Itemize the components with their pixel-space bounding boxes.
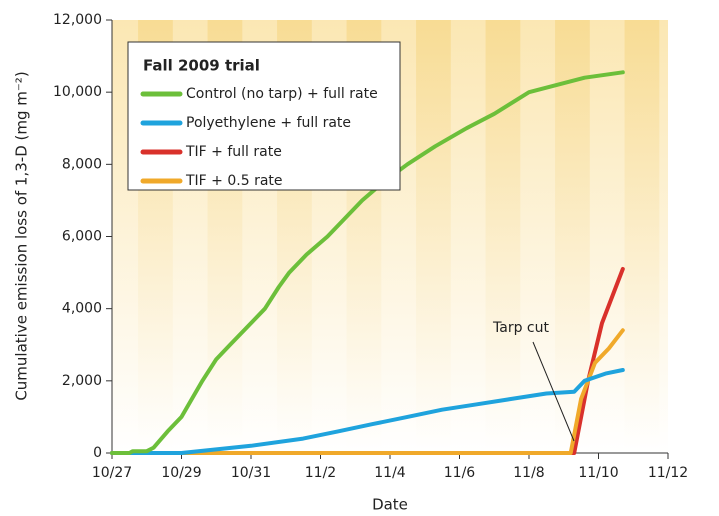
- legend-label: Control (no tarp) + full rate: [186, 86, 378, 102]
- annotation-arrow: [532, 341, 575, 442]
- x-tick-label: 11/4: [374, 465, 406, 481]
- x-axis-label: Date: [372, 496, 408, 514]
- x-tick-label: 11/6: [444, 465, 476, 481]
- x-tick-label: 10/31: [231, 465, 271, 481]
- x-tick-label: 10/29: [161, 465, 201, 481]
- y-axis-label: Cumulative emission loss of 1,3-D (mg m⁻…: [13, 71, 31, 400]
- y-tick-label: 4,000: [62, 301, 102, 317]
- legend-label: TIF + 0.5 rate: [185, 173, 283, 189]
- y-tick-label: 8,000: [62, 156, 102, 172]
- y-tick-label: 2,000: [62, 373, 102, 389]
- legend-label: TIF + full rate: [185, 144, 282, 160]
- series-line: [110, 70, 625, 455]
- x-tick-label: 11/10: [578, 465, 618, 481]
- night-band: [416, 20, 451, 453]
- y-tick-label: 10,000: [53, 84, 102, 100]
- legend-label: Polyethylene + full rate: [186, 115, 351, 131]
- y-tick-label: 6,000: [62, 229, 102, 245]
- legend-box: [127, 41, 401, 191]
- x-tick-label: 11/2: [305, 465, 336, 481]
- night-band: [624, 20, 660, 453]
- x-tick-label: 11/12: [648, 465, 688, 481]
- series-line: [110, 368, 625, 455]
- legend-title: Fall 2009 trial: [143, 57, 260, 75]
- y-tick-label: 12,000: [53, 12, 102, 28]
- x-tick-label: 11/8: [513, 465, 544, 481]
- annotation: Tarp cut: [492, 320, 549, 336]
- night-band: [485, 20, 521, 453]
- x-tick-label: 10/27: [92, 465, 132, 481]
- y-tick-label: 0: [93, 445, 102, 461]
